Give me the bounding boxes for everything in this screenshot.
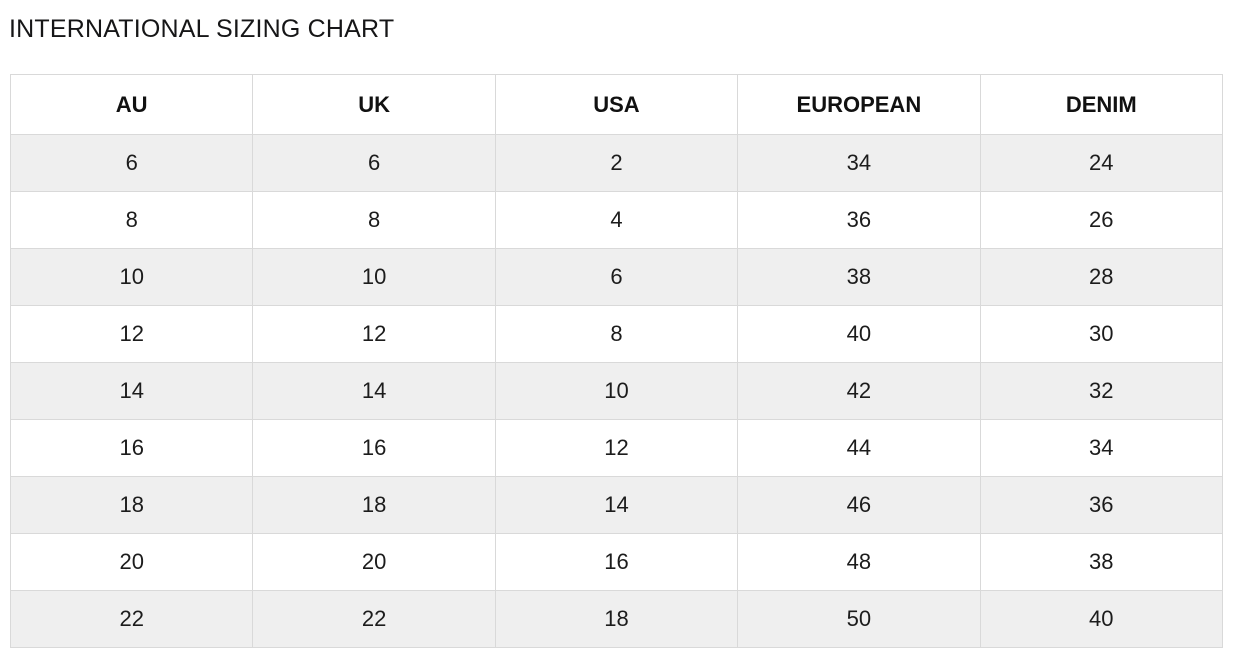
table-header-row: AU UK USA EUROPEAN DENIM [9, 74, 1224, 135]
table-cell: 18 [252, 476, 496, 534]
table-cell: 34 [979, 419, 1224, 477]
table-row: 8 8 4 36 26 [9, 191, 1224, 249]
table-cell: 10 [9, 248, 254, 306]
table-cell: 44 [737, 419, 981, 477]
table-cell: 6 [252, 134, 496, 192]
page-title: INTERNATIONAL SIZING CHART [9, 15, 395, 43]
table-cell: 22 [252, 590, 496, 648]
table-cell: 24 [979, 134, 1224, 192]
table-cell: 6 [494, 248, 739, 306]
table-cell: 8 [494, 305, 739, 363]
table-cell: 16 [494, 533, 739, 591]
table-cell: 50 [737, 590, 981, 648]
table-cell: 16 [252, 419, 496, 477]
table-cell: 20 [9, 533, 254, 591]
table-cell: 12 [9, 305, 254, 363]
table-cell: 22 [9, 590, 254, 648]
table-cell: 4 [494, 191, 739, 249]
table-row: 10 10 6 38 28 [9, 248, 1224, 306]
table-cell: 14 [494, 476, 739, 534]
column-header-uk: UK [252, 74, 496, 135]
table-cell: 34 [737, 134, 981, 192]
table-cell: 30 [979, 305, 1224, 363]
table-row: 20 20 16 48 38 [9, 533, 1224, 591]
table-row: 14 14 10 42 32 [9, 362, 1224, 420]
table-row: 16 16 12 44 34 [9, 419, 1224, 477]
table-row: 12 12 8 40 30 [9, 305, 1224, 363]
table-cell: 40 [737, 305, 981, 363]
table-cell: 32 [979, 362, 1224, 420]
table-cell: 42 [737, 362, 981, 420]
table-row: 6 6 2 34 24 [9, 134, 1224, 192]
table-cell: 14 [252, 362, 496, 420]
table-cell: 14 [9, 362, 254, 420]
table-row: 22 22 18 50 40 [9, 590, 1224, 648]
table-cell: 26 [979, 191, 1224, 249]
table-cell: 20 [252, 533, 496, 591]
table-cell: 46 [737, 476, 981, 534]
table-cell: 12 [252, 305, 496, 363]
table-cell: 40 [979, 590, 1224, 648]
column-header-usa: USA [494, 74, 739, 135]
table-cell: 10 [494, 362, 739, 420]
table-cell: 16 [9, 419, 254, 477]
table-cell: 36 [979, 476, 1224, 534]
sizing-table: AU UK USA EUROPEAN DENIM 6 6 2 34 24 8 8… [9, 74, 1224, 648]
table-cell: 12 [494, 419, 739, 477]
column-header-european: EUROPEAN [737, 74, 981, 135]
table-cell: 48 [737, 533, 981, 591]
table-cell: 38 [979, 533, 1224, 591]
table-cell: 38 [737, 248, 981, 306]
table-cell: 18 [494, 590, 739, 648]
table-cell: 28 [979, 248, 1224, 306]
table-cell: 8 [9, 191, 254, 249]
table-cell: 8 [252, 191, 496, 249]
table-cell: 18 [9, 476, 254, 534]
column-header-au: AU [9, 74, 254, 135]
table-cell: 10 [252, 248, 496, 306]
table-cell: 6 [9, 134, 254, 192]
table-cell: 2 [494, 134, 739, 192]
column-header-denim: DENIM [979, 74, 1224, 135]
table-row: 18 18 14 46 36 [9, 476, 1224, 534]
table-cell: 36 [737, 191, 981, 249]
